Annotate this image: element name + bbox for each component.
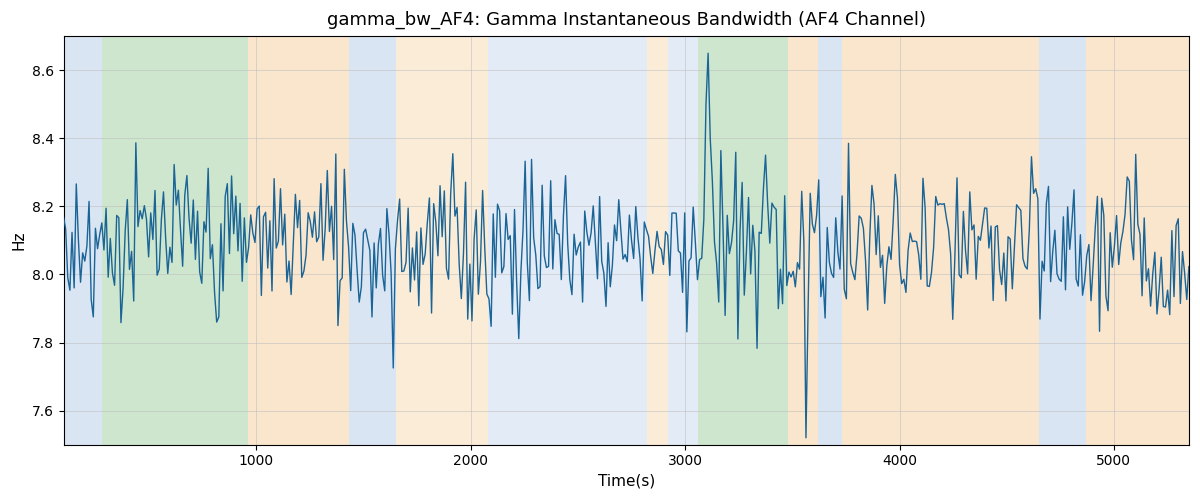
Bar: [1039, 36, 1086, 445]
Bar: [841, 36, 1039, 445]
Bar: [788, 36, 818, 445]
Bar: [102, 36, 248, 445]
X-axis label: Time(s): Time(s): [598, 474, 655, 489]
Bar: [647, 36, 668, 445]
Bar: [349, 36, 396, 445]
Bar: [248, 36, 349, 445]
Title: gamma_bw_AF4: Gamma Instantaneous Bandwidth (AF4 Channel): gamma_bw_AF4: Gamma Instantaneous Bandwi…: [326, 11, 925, 30]
Bar: [64, 36, 102, 445]
Bar: [396, 36, 488, 445]
Bar: [1086, 36, 1189, 445]
Bar: [818, 36, 841, 445]
Y-axis label: Hz: Hz: [11, 230, 26, 250]
Bar: [668, 36, 698, 445]
Bar: [488, 36, 647, 445]
Bar: [698, 36, 788, 445]
